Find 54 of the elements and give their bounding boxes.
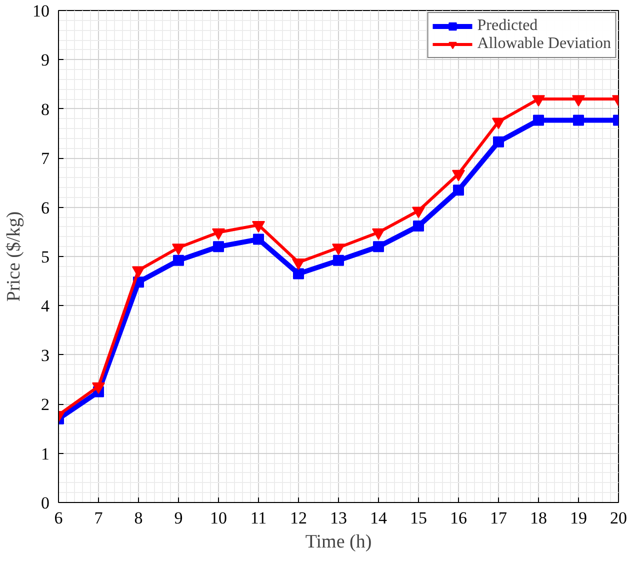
point [292, 258, 305, 270]
point [413, 220, 424, 232]
point [172, 244, 185, 256]
y-tick-label: 7 [41, 149, 50, 168]
x-tick-label: 15 [410, 508, 427, 528]
y-tick-label: 3 [41, 346, 50, 365]
x-tick-label: 17 [490, 508, 508, 528]
legend-label: Allowable Deviation [477, 35, 611, 53]
y-tick-label: 1 [41, 444, 50, 464]
y-tick-label: 4 [41, 296, 50, 316]
x-tick-label: 10 [210, 508, 227, 528]
x-tick-label: 20 [610, 508, 627, 528]
y-axis-title: Price ($/kg) [4, 211, 24, 302]
point [332, 244, 345, 256]
x-tick-label: 9 [174, 508, 183, 528]
point [533, 114, 544, 126]
y-tick-label: 9 [41, 50, 50, 70]
y-tick-label: 10 [32, 2, 50, 20]
x-tick-label: 8 [134, 508, 143, 528]
x-tick-label: 6 [54, 508, 63, 528]
x-tick-label: 18 [530, 508, 547, 528]
x-tick-label: 16 [450, 508, 467, 528]
x-tick-label: 11 [250, 508, 267, 528]
point [493, 136, 504, 148]
point [453, 184, 464, 196]
point [213, 241, 224, 252]
point [572, 95, 585, 106]
point [412, 206, 425, 218]
point [333, 254, 344, 266]
y-tick-label: 6 [41, 198, 50, 218]
y-tick-label: 8 [41, 100, 50, 119]
y-tick-label: 0 [41, 494, 50, 512]
point [492, 118, 505, 130]
point [212, 228, 225, 240]
point [372, 228, 385, 240]
point [173, 254, 184, 266]
x-tick-label: 7 [94, 508, 104, 528]
point [573, 114, 584, 126]
point [252, 221, 265, 232]
x-axis-title: Time (h) [305, 532, 372, 552]
point [92, 382, 105, 394]
x-tick-label: 14 [370, 508, 388, 528]
x-tick-label: 19 [570, 508, 587, 528]
point [293, 268, 304, 280]
x-tick-label: 13 [330, 508, 347, 528]
point [532, 95, 545, 106]
legend-label: Predicted [477, 17, 538, 35]
x-tick-label: 12 [290, 508, 307, 528]
point [132, 266, 145, 278]
point [253, 234, 264, 245]
point [452, 170, 465, 182]
y-tick-label: 2 [41, 395, 50, 414]
point [373, 241, 384, 252]
y-tick-label: 5 [41, 248, 50, 266]
